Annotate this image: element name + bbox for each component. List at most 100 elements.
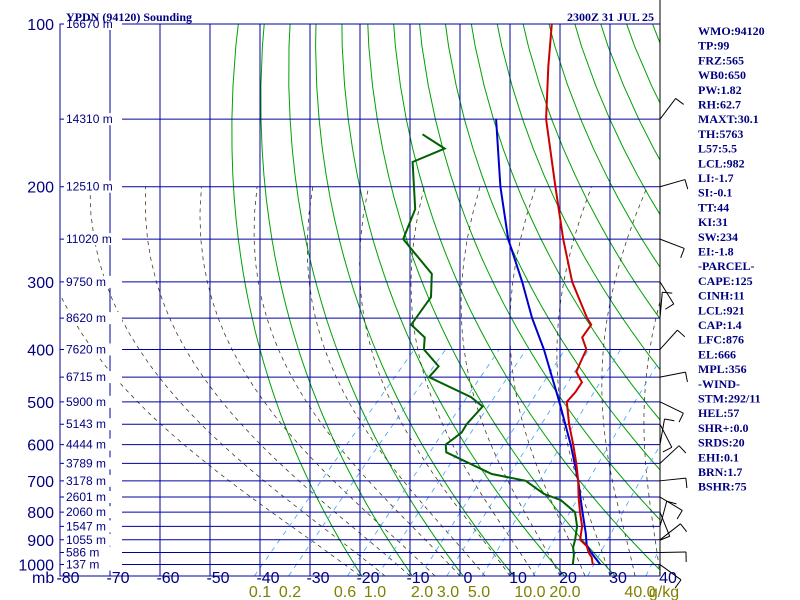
sounding-index: LI:-1.7 [698, 171, 734, 185]
sounding-index: BSHR:75 [698, 480, 747, 494]
mixing-ratio-label: 10.0 [514, 584, 545, 600]
wind-barb [659, 564, 682, 581]
wind-barb-flag [662, 291, 673, 294]
temperature-tick-label: -30 [306, 570, 329, 587]
temperature-tick-label: 30 [609, 570, 627, 587]
pressure-tick-label: 700 [27, 474, 54, 491]
height-label: 12510 m [66, 180, 113, 194]
pressure-tick-label: 900 [27, 533, 54, 550]
mixing-ratio-label: 5.0 [468, 584, 490, 600]
sounding-index: TH:5763 [698, 127, 743, 141]
height-label: 11020 m [66, 232, 112, 246]
temperature-tick-label: 10 [509, 570, 527, 587]
mixing-ratio-line [288, 349, 446, 576]
wind-barb [659, 418, 666, 445]
wind-barb-flag [676, 510, 683, 520]
mixing-ratio-label: 2.0 [411, 584, 433, 600]
mixing-ratio-label: 3.0 [437, 584, 459, 600]
pressure-tick-label: 400 [27, 342, 54, 359]
height-label: 5900 m [66, 395, 106, 409]
wind-barb [659, 371, 686, 378]
height-label-bg [64, 457, 122, 470]
wind-barb-flag [680, 248, 685, 258]
mixing-ratio-line [347, 349, 500, 576]
wind-barb [659, 445, 680, 464]
wind-barb [659, 238, 685, 249]
sounding-index: SW:234 [698, 230, 738, 244]
sounding-index: EL:666 [698, 347, 736, 361]
pressure-tick-label: 1000 [18, 558, 54, 575]
sounding-index: CINH:11 [698, 289, 745, 303]
mixing-ratio-label: 0.6 [334, 584, 356, 600]
height-label: 3789 m [66, 456, 106, 470]
dry-adiabat [288, 24, 464, 576]
height-label: 5143 m [66, 417, 106, 431]
mixing-ratio-line [446, 349, 590, 576]
temperature-tick-label: -70 [106, 570, 129, 587]
height-label-bg [64, 474, 122, 487]
sounding-index: WMO:94120 [698, 24, 765, 38]
dry-adiabat [260, 24, 413, 576]
dry-adiabat [393, 24, 660, 571]
dry-adiabat [769, 0, 800, 576]
wind-barb [659, 496, 683, 511]
pressure-tick-label: 800 [27, 505, 54, 522]
mixing-ratio-line [254, 349, 415, 576]
sounding-index: LFC:876 [698, 333, 744, 347]
sounding-index: TT:44 [698, 200, 729, 214]
sounding-index: SHR+:0.0 [698, 421, 749, 435]
wind-barb [659, 501, 668, 527]
sounding-index: KI:31 [698, 215, 728, 229]
height-label-bg [64, 371, 122, 384]
mixing-ratio-label: 20.0 [549, 584, 580, 600]
moist-adiabat [509, 186, 586, 576]
pressure-tick-label: 500 [27, 395, 54, 412]
profiles [402, 24, 602, 566]
sounding-index: WB0:650 [698, 68, 746, 82]
sounding-index: MAXT:30.1 [698, 112, 759, 126]
height-label-bg [64, 533, 122, 546]
temperature-tick-label: -20 [356, 570, 379, 587]
temperature-tick-label: -50 [206, 570, 229, 587]
height-label-bg [64, 506, 122, 519]
sounding-index: RH:62.7 [698, 98, 741, 112]
wind-barb [659, 98, 677, 120]
sounding-index: LCL:982 [698, 156, 745, 170]
moist-adiabat [460, 186, 561, 576]
grid-lines [59, 23, 661, 577]
mixing-ratio-label: 1.0 [364, 584, 386, 600]
dewpoint-profile-line [402, 133, 579, 565]
dry-adiabat [470, 24, 660, 421]
chart-title: YPDN (94120) Sounding [66, 10, 192, 24]
sounding-index: SRDS:20 [698, 436, 745, 450]
height-label-bg [64, 275, 122, 288]
sounding-index: FRZ:565 [698, 53, 744, 67]
height-label-bg [64, 343, 122, 356]
height-label: 6715 m [66, 370, 106, 384]
parcel-profile-line [495, 119, 602, 566]
sounding-index: STM:292/11 [698, 392, 761, 406]
mixing-ratio-line [587, 444, 660, 576]
wind-barb-flag [666, 500, 677, 505]
height-label-bg [64, 418, 122, 431]
sounding-index: TP:99 [698, 39, 729, 53]
temperature-tick-label: -40 [256, 570, 279, 587]
dry-adiabat [794, 0, 800, 576]
temperature-tick-label: 40 [659, 570, 677, 587]
height-label: 1055 m [66, 533, 106, 547]
mixing-ratio-line [376, 349, 527, 576]
temperature-tick-label: -60 [156, 570, 179, 587]
dry-adiabat [231, 24, 363, 576]
moist-adiabat [144, 186, 411, 576]
height-label: 4444 m [66, 438, 106, 452]
temperature-profile-line [545, 24, 594, 565]
wind-barb-flag [684, 179, 689, 190]
wind-barb-flag [677, 329, 686, 338]
height-label: 3178 m [66, 474, 106, 488]
moist-adiabat [556, 186, 611, 576]
moist-adiabat [601, 186, 648, 576]
wind-barb [659, 401, 684, 414]
dry-adiabat [548, 24, 660, 269]
